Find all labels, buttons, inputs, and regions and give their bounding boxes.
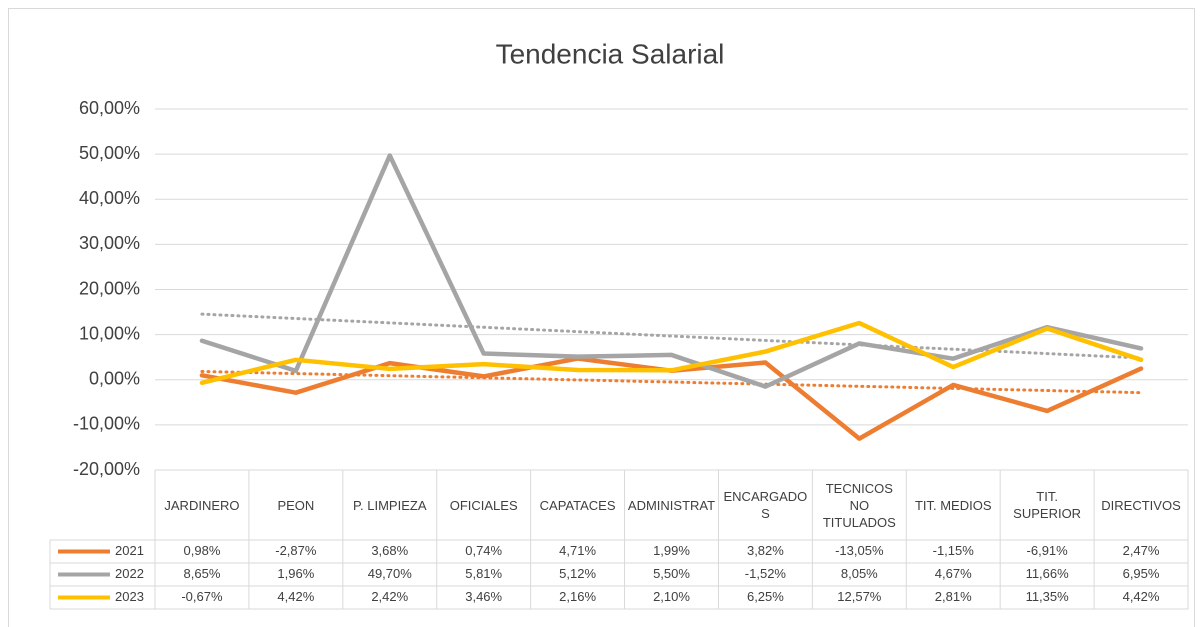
data-label: 0,74% <box>465 543 502 558</box>
data-label: -1,15% <box>933 543 975 558</box>
y-tick-label: 40,00% <box>79 188 140 208</box>
data-label: 6,95% <box>1123 566 1160 581</box>
x-tick-label: JARDINERO <box>164 497 240 513</box>
data-label: 49,70% <box>368 566 413 581</box>
x-tick-label-box: ENCARGADOS <box>723 489 808 521</box>
data-label: 5,50% <box>653 566 690 581</box>
data-label: 4,42% <box>277 589 314 604</box>
y-tick-label: 20,00% <box>79 278 140 298</box>
trendline <box>200 312 1143 360</box>
y-tick-label: -10,00% <box>73 414 140 434</box>
data-label: 1,99% <box>653 543 690 558</box>
x-tick-label-box: TIT. SUPERIOR <box>1013 489 1082 521</box>
data-label: -1,52% <box>745 566 787 581</box>
x-tick-label-box: TECNICOS NO TITULADOS <box>822 480 896 530</box>
data-label: 11,35% <box>1026 589 1070 604</box>
x-tick-label-box: PEON <box>277 497 315 513</box>
x-tick-label-box: P. LIMPIEZA <box>353 497 427 513</box>
x-tick-label: PEON <box>277 497 315 513</box>
data-label: 3,68% <box>371 543 408 558</box>
chart-title: Tendencia Salarial <box>496 38 725 69</box>
data-label: 3,46% <box>465 589 502 604</box>
data-label: 5,81% <box>465 566 502 581</box>
data-label: 2,81% <box>935 589 972 604</box>
x-tick-label-box: ADMINISTRAT <box>627 497 716 513</box>
chart-border <box>8 8 1195 627</box>
x-tick-label: P. LIMPIEZA <box>353 497 427 513</box>
data-label: 11,66% <box>1026 566 1070 581</box>
x-tick-label: ADMINISTRAT <box>627 497 716 513</box>
y-tick-label: -20,00% <box>73 459 140 479</box>
data-label: 4,42% <box>1123 589 1160 604</box>
series-line <box>199 153 1144 389</box>
legend-label: 2021 <box>115 543 144 558</box>
data-label: 6,25% <box>747 589 784 604</box>
data-label: -2,87% <box>275 543 317 558</box>
data-label: 2,16% <box>559 589 596 604</box>
x-tick-label: TIT. MEDIOS <box>914 497 992 513</box>
x-tick-label-box: OFICIALES <box>449 497 518 513</box>
data-label: -13,05% <box>835 543 884 558</box>
y-tick-label: 50,00% <box>79 143 140 163</box>
x-tick-label: CAPATACES <box>539 497 616 513</box>
data-label: -0,67% <box>181 589 223 604</box>
x-tick-label-box: TIT. MEDIOS <box>914 497 992 513</box>
x-tick-label-box: JARDINERO <box>164 497 240 513</box>
series-line <box>199 320 1144 386</box>
x-tick-label: TECNICOS NO TITULADOS <box>822 480 896 530</box>
y-tick-label: 60,00% <box>79 98 140 118</box>
data-label: 1,96% <box>277 566 314 581</box>
data-label: -6,91% <box>1027 543 1069 558</box>
x-tick-label: DIRECTIVOS <box>1101 497 1181 513</box>
data-label: 4,71% <box>559 543 596 558</box>
x-tick-label: TIT. SUPERIOR <box>1013 489 1082 521</box>
x-tick-label-box: CAPATACES <box>539 497 616 513</box>
data-label: 2,47% <box>1123 543 1160 558</box>
data-label: 8,65% <box>184 566 221 581</box>
x-tick-label: ENCARGADOS <box>723 489 808 521</box>
data-label: 5,12% <box>559 566 596 581</box>
x-tick-label: OFICIALES <box>449 497 518 513</box>
data-label: 2,10% <box>653 589 690 604</box>
y-tick-label: 10,00% <box>79 323 140 343</box>
data-label: 8,05% <box>841 566 878 581</box>
data-label: 4,67% <box>935 566 972 581</box>
data-label: 2,42% <box>371 589 408 604</box>
y-tick-label: 30,00% <box>79 233 140 253</box>
legend-label: 2022 <box>115 566 144 581</box>
data-label: 12,57% <box>837 589 882 604</box>
x-tick-label-box: DIRECTIVOS <box>1101 497 1181 513</box>
data-label: 0,98% <box>184 543 221 558</box>
legend-label: 2023 <box>115 589 144 604</box>
data-label: 3,82% <box>747 543 784 558</box>
y-tick-label: 0,00% <box>89 369 140 389</box>
